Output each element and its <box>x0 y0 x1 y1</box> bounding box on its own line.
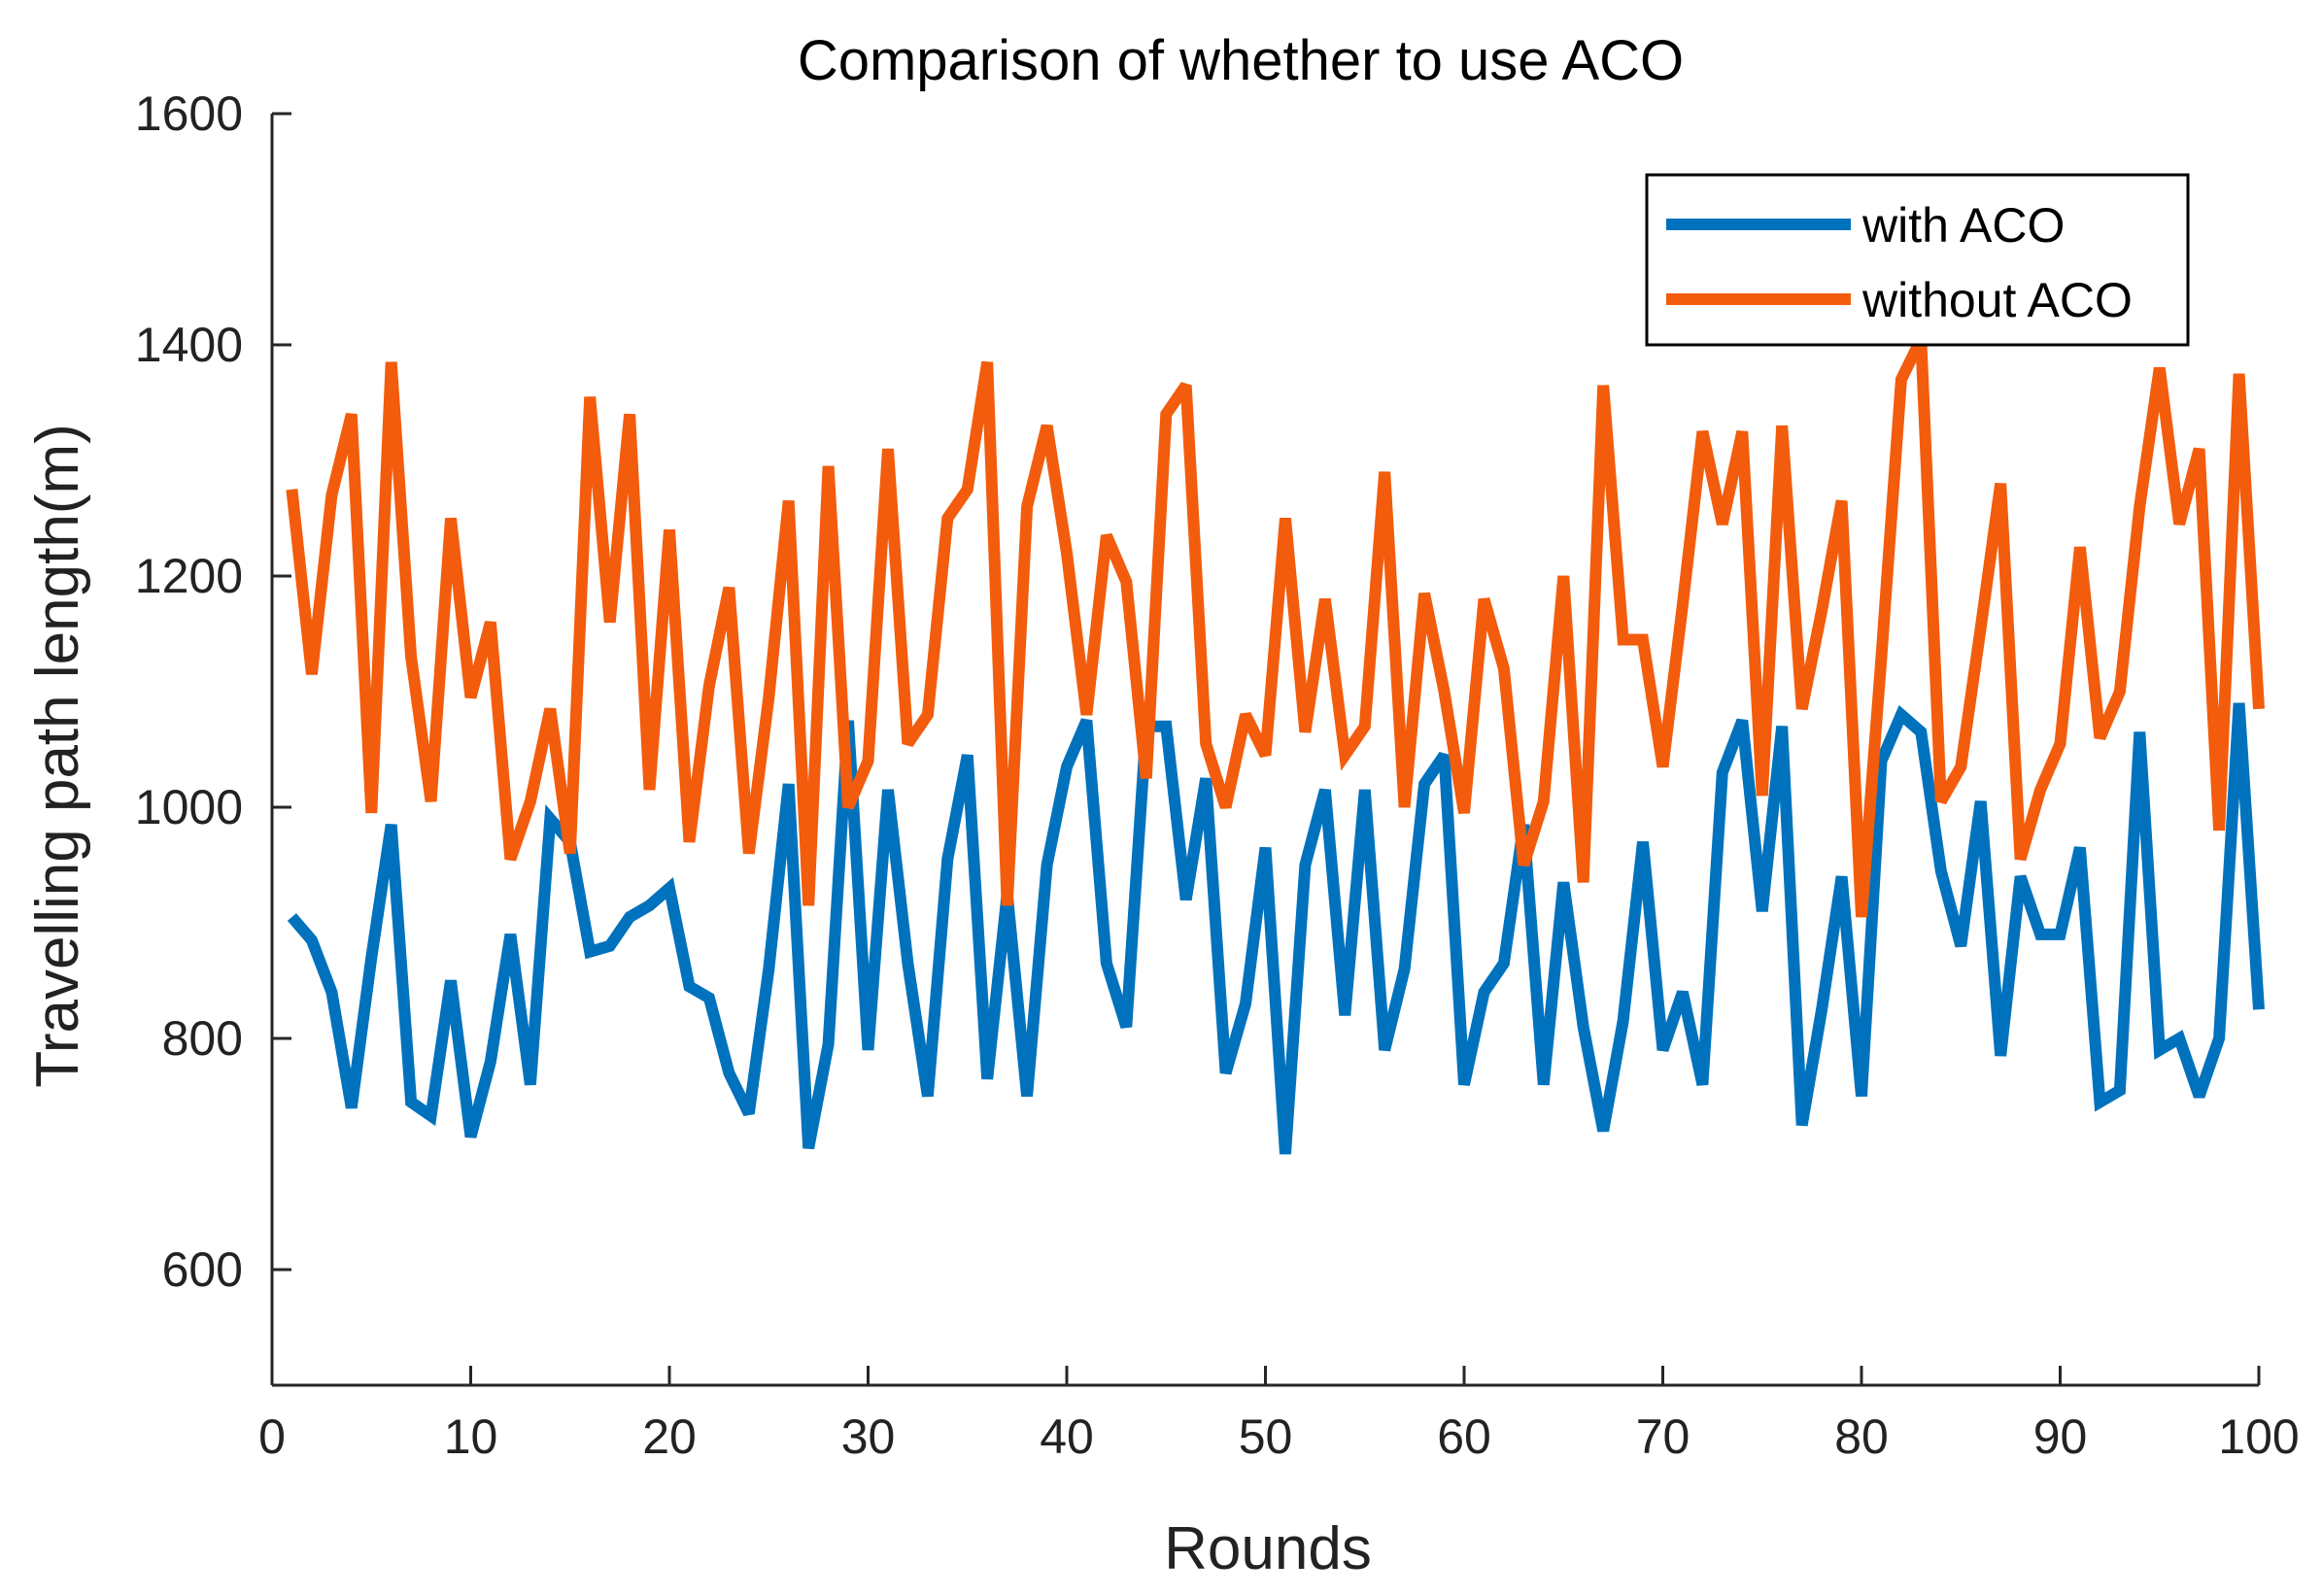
y-axis-label-group: Travelling path length(m) <box>24 424 91 1087</box>
axes: 0 10 20 30 40 50 60 70 80 90 100 600 800 1000 1200 1400… <box>135 86 2300 1464</box>
y-tick-label: 1400 <box>135 318 243 372</box>
x-tick-label: 60 <box>1437 1409 1491 1464</box>
legend-box <box>1645 173 2190 347</box>
x-tick-label: 90 <box>2033 1409 2088 1464</box>
x-tick-label: 10 <box>444 1409 498 1464</box>
x-tick-label: 50 <box>1239 1409 1293 1464</box>
x-tick-label: 30 <box>841 1409 896 1464</box>
legend-label-without-aco: without ACO <box>1861 273 2133 327</box>
y-tick-label: 600 <box>162 1242 243 1297</box>
y-tick-label: 1200 <box>135 549 243 603</box>
legend: with ACO without ACO <box>1645 173 2190 347</box>
chart-title: Comparison of whether to use ACO <box>798 29 1684 92</box>
x-tick-label: 0 <box>258 1409 286 1464</box>
x-tick-label: 70 <box>1636 1409 1690 1464</box>
x-tick-label: 100 <box>2218 1409 2299 1464</box>
x-tick-label: 40 <box>1040 1409 1094 1464</box>
y-tick-label: 1600 <box>135 86 243 141</box>
series-line-with-aco <box>287 702 2265 1155</box>
x-axis-label: Rounds <box>1164 1515 1372 1582</box>
series-layer <box>286 336 2265 1155</box>
y-tick-label: 1000 <box>135 780 243 834</box>
y-axis-label: Travelling path length(m) <box>24 424 91 1087</box>
legend-label-with-aco: with ACO <box>1861 198 2065 253</box>
series-line-without-aco <box>286 336 2265 918</box>
x-tick-label: 20 <box>642 1409 697 1464</box>
x-tick-label: 80 <box>1834 1409 1889 1464</box>
y-tick-label: 800 <box>162 1011 243 1066</box>
